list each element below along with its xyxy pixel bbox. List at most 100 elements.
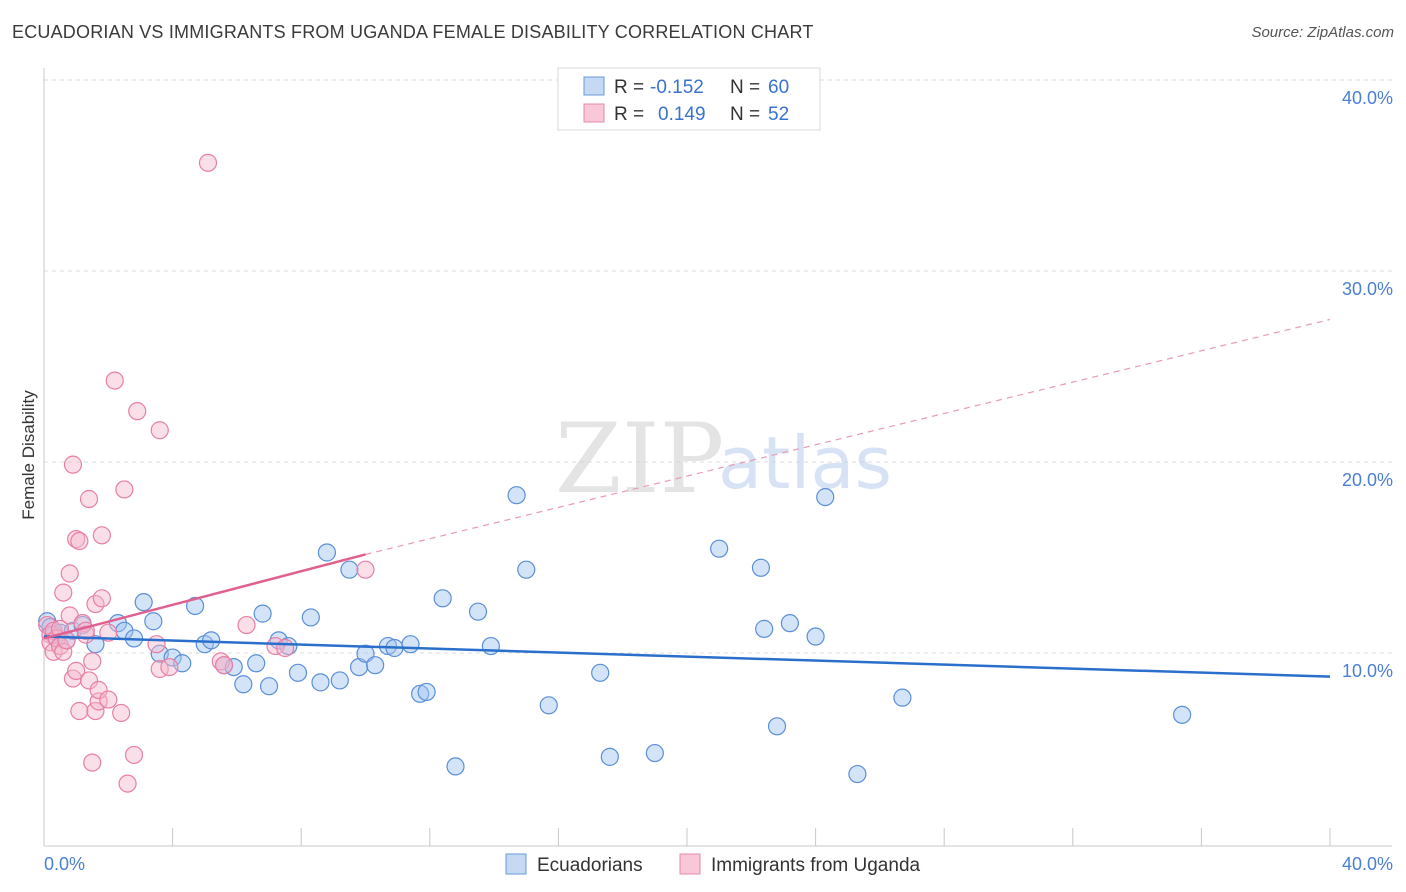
point-ecuadorian [848, 764, 867, 784]
legend-n-label-pink: N = [730, 104, 760, 125]
watermark-zip: ZIP [555, 403, 724, 515]
point-uganda [214, 656, 234, 675]
x-tick-label-max: 40.0% [1342, 854, 1393, 874]
point-ecuadorian [134, 593, 153, 612]
legend-swatch-pink [583, 103, 605, 123]
point-ecuadorian [366, 656, 385, 675]
point-ecuadorian [468, 602, 488, 621]
point-ecuadorian [755, 619, 774, 638]
point-ecuadorian [751, 558, 771, 577]
point-uganda [115, 480, 134, 499]
trend-line-ecuadorians [43, 635, 1331, 678]
point-uganda [99, 623, 118, 642]
point-uganda [356, 560, 375, 579]
series-ecuadorians [38, 486, 1192, 784]
point-uganda [147, 635, 166, 654]
legend-r-label-blue: R = [614, 77, 644, 98]
legend-n-value-pink: 52 [768, 104, 789, 125]
trend-line-uganda-dashed [365, 318, 1331, 555]
legend-swatch-blue [583, 76, 605, 96]
point-uganda [54, 583, 73, 602]
trend-line-uganda-solid [43, 553, 366, 640]
point-ecuadorian [1173, 705, 1192, 724]
point-ecuadorian [247, 654, 266, 673]
point-uganda [70, 531, 89, 551]
point-ecuadorian [446, 757, 465, 776]
point-uganda [63, 455, 83, 474]
y-tick-label: 30.0% [1342, 279, 1393, 299]
point-ecuadorian [517, 560, 536, 579]
point-ecuadorian [507, 486, 526, 505]
point-ecuadorian [539, 696, 558, 715]
point-ecuadorian [893, 688, 912, 707]
point-uganda [79, 671, 99, 690]
point-uganda [89, 680, 108, 700]
point-uganda [128, 402, 147, 421]
series-legend: Ecuadorians Immigrants from Uganda [505, 853, 921, 876]
point-ecuadorian [411, 684, 430, 703]
y-tick-label: 20.0% [1342, 470, 1393, 490]
point-ecuadorian [340, 560, 359, 579]
point-uganda [150, 421, 169, 440]
point-uganda [198, 153, 218, 172]
point-uganda [124, 745, 144, 765]
point-uganda [67, 530, 86, 549]
point-uganda [79, 489, 99, 509]
point-ecuadorian [600, 747, 619, 766]
point-ecuadorian [253, 604, 272, 623]
point-uganda [60, 564, 79, 583]
bottom-legend-swatch-blue [505, 853, 527, 875]
point-uganda [160, 657, 179, 677]
point-ecuadorian [417, 682, 436, 702]
bottom-legend-uganda: Immigrants from Uganda [711, 855, 921, 876]
point-uganda [99, 690, 118, 709]
point-ecuadorian [401, 635, 420, 654]
watermark-atlas: atlas [718, 421, 892, 505]
y-tick-label: 10.0% [1342, 661, 1393, 681]
point-ecuadorian [710, 539, 729, 558]
point-uganda [70, 701, 89, 721]
point-ecuadorian [816, 488, 835, 507]
bottom-legend-ecuadorians: Ecuadorians [537, 855, 643, 876]
y-axis-label: Female Disability [19, 390, 38, 520]
x-tick-label-min: 0.0% [44, 854, 85, 874]
point-ecuadorian [481, 636, 500, 656]
correlation-legend: R = -0.152 N = 60 R = 0.149 N = 52 [557, 67, 821, 131]
point-ecuadorian [186, 596, 205, 616]
series-uganda [38, 153, 375, 793]
legend-n-label-blue: N = [730, 77, 760, 98]
point-uganda [105, 371, 124, 390]
point-ecuadorian [767, 717, 787, 736]
point-uganda [118, 774, 137, 793]
point-ecuadorian [780, 614, 799, 633]
source-label: Source: ZipAtlas.com [1251, 24, 1394, 41]
x-tick-labels: 0.0% 40.0% [44, 854, 1393, 874]
legend-n-value-blue: 60 [768, 77, 789, 98]
point-ecuadorian [86, 635, 105, 654]
point-ecuadorian [317, 543, 337, 562]
legend-r-label-pink: R = [614, 104, 644, 125]
point-uganda [86, 701, 105, 721]
point-uganda [112, 703, 131, 723]
point-uganda [92, 526, 111, 545]
point-uganda [237, 615, 256, 635]
point-ecuadorian [645, 743, 664, 763]
point-uganda [67, 661, 86, 681]
legend-r-value-blue: -0.152 [650, 77, 704, 98]
y-tick-label: 40.0% [1342, 88, 1393, 108]
point-ecuadorian [311, 673, 330, 692]
point-uganda [54, 642, 73, 661]
point-ecuadorian [163, 648, 182, 667]
point-ecuadorian [330, 671, 349, 690]
point-ecuadorian [433, 589, 452, 608]
point-uganda [83, 753, 102, 772]
point-uganda [92, 589, 111, 608]
point-ecuadorian [234, 675, 253, 694]
grid-lines [44, 79, 1392, 654]
point-ecuadorian [259, 677, 279, 696]
point-uganda [83, 652, 102, 671]
bottom-legend-swatch-pink [679, 853, 701, 875]
point-ecuadorian [806, 627, 825, 646]
point-uganda [276, 638, 295, 658]
